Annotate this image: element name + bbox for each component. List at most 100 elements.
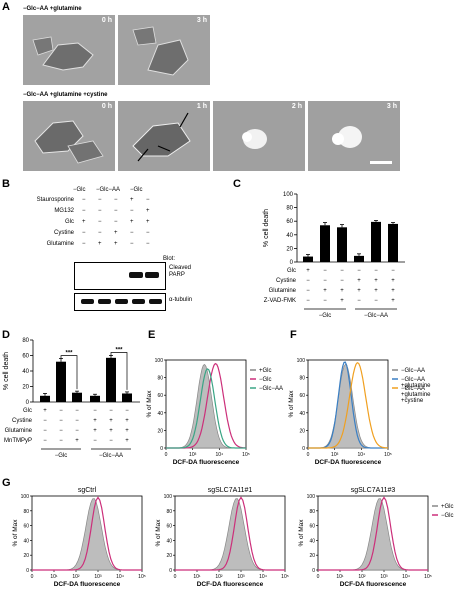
condition-mark: +: [109, 428, 113, 434]
condition-mark: −: [109, 408, 113, 414]
y-axis-label: % of Max: [155, 519, 162, 547]
condition-mark: +: [357, 288, 361, 294]
condition-mark: −: [43, 438, 47, 444]
condition-mark: +: [306, 268, 310, 274]
condition-mark: −: [357, 298, 361, 304]
y-tick-label: 0: [290, 260, 294, 266]
condition-mark: +: [391, 298, 395, 304]
x-axis-label: DCF-DA fluorescence: [54, 581, 121, 588]
x-axis-label: DCF-DA fluorescence: [315, 459, 382, 466]
plot-title: sgCtrl: [78, 487, 97, 494]
y-tick-label: 80: [22, 338, 29, 344]
y-tick-label: 60: [157, 393, 163, 399]
condition-mark: −: [43, 418, 47, 424]
y-tick-label: 80: [286, 206, 293, 212]
cell-image: [213, 101, 305, 171]
legend-label: −Glc: [441, 513, 454, 519]
bar: [303, 256, 313, 262]
panel-d-label: D: [2, 329, 10, 341]
x-tick-label: 10¹: [50, 574, 58, 580]
condition-row-label: Cystine: [276, 278, 297, 284]
x-tick-label: 10⁴: [402, 574, 410, 580]
micrograph-row2-1h: 1 h: [118, 101, 210, 171]
y-tick-label: 100: [21, 494, 30, 500]
y-axis-label: % of Max: [146, 390, 153, 418]
condition-mark: +: [93, 418, 97, 424]
y-tick-label: 20: [166, 553, 172, 559]
condition-mark: −: [93, 408, 97, 414]
significance-label: ***: [115, 348, 123, 354]
legend-label: +glutamine: [401, 383, 431, 389]
condition-mark: −: [306, 278, 310, 284]
condition-mark: +: [43, 408, 47, 414]
condition-mark: +: [340, 288, 344, 294]
bar: [388, 223, 398, 262]
y-tick-label: 0: [160, 446, 163, 452]
x-tick-label: 10¹: [336, 574, 344, 580]
y-tick-label: 100: [164, 494, 173, 500]
x-tick-label: 0: [307, 452, 310, 458]
time-label: 3 h: [196, 17, 207, 24]
significance-label: ***: [65, 351, 73, 357]
condition-mark: −: [306, 288, 310, 294]
x-tick-label: 10³: [189, 452, 197, 458]
condition-row-label: Cystine: [12, 418, 33, 424]
bar: [56, 361, 66, 402]
panel-a-row1-title: −Glc−AA +glutamine: [23, 6, 82, 12]
bar: [106, 357, 116, 402]
y-axis-label: % cell death: [263, 209, 270, 247]
time-label: 0 h: [101, 103, 112, 110]
panel-a-row2-title: −Glc−AA +glutamine +cystine: [23, 92, 108, 98]
condition-mark: +: [374, 278, 378, 284]
micrograph-row1-0h: 0 h: [23, 15, 115, 85]
plot-title: sgSLC7A11#3: [351, 487, 396, 494]
histogram-plus-glc: [32, 498, 142, 571]
y-tick-label: 60: [286, 219, 293, 225]
x-tick-label: 10⁴: [215, 452, 223, 458]
cell-image: [308, 101, 400, 171]
legend-label: +Glc: [259, 368, 272, 374]
legend-label: −Glc−AA: [259, 386, 283, 392]
y-tick-label: 100: [155, 358, 164, 364]
x-tick-label: 10⁴: [357, 452, 365, 458]
group-label: −Glc−AA: [99, 453, 123, 459]
x-axis-label: DCF-DA fluorescence: [340, 581, 407, 588]
cell-image: [23, 101, 115, 171]
x-tick-label: 10⁵: [138, 574, 146, 580]
y-tick-label: 80: [309, 509, 315, 515]
bar: [90, 395, 100, 402]
y-tick-label: 40: [299, 411, 305, 417]
legend-label: +cystine: [401, 398, 424, 404]
histogram-minus-glc: [32, 496, 142, 571]
condition-mark: +: [357, 278, 361, 284]
condition-mark: −: [59, 418, 63, 424]
x-tick-label: 0: [174, 574, 177, 580]
y-tick-label: 20: [286, 246, 293, 252]
y-tick-label: 60: [299, 393, 305, 399]
cell-image: [118, 15, 210, 85]
micrograph-row1-3h: 3 h: [118, 15, 210, 85]
condition-row-label: Glutamine: [5, 428, 33, 434]
x-tick-label: 10³: [237, 574, 245, 580]
histogram-minus-glc: [175, 496, 285, 571]
arrow-icon: [157, 145, 171, 152]
condition-row-label: MnTMPyP: [4, 438, 32, 444]
condition-mark: −: [374, 268, 378, 274]
group-label: −Glc−AA: [364, 313, 388, 319]
bar: [337, 227, 347, 262]
legend-label: −Glc−AA: [401, 368, 425, 374]
y-tick-label: 20: [157, 428, 163, 434]
condition-mark: −: [323, 268, 327, 274]
x-tick-label: 10⁵: [424, 574, 432, 580]
condition-mark: −: [391, 268, 395, 274]
y-tick-label: 40: [166, 538, 172, 544]
y-tick-label: 0: [312, 568, 315, 574]
condition-mark: −: [75, 408, 79, 414]
micrograph-row2-0h: 0 h: [23, 101, 115, 171]
x-tick-label: 0: [317, 574, 320, 580]
group-label: −Glc: [319, 313, 332, 319]
cell-image: [23, 15, 115, 85]
y-tick-label: 40: [23, 538, 29, 544]
y-tick-label: 20: [22, 385, 29, 391]
